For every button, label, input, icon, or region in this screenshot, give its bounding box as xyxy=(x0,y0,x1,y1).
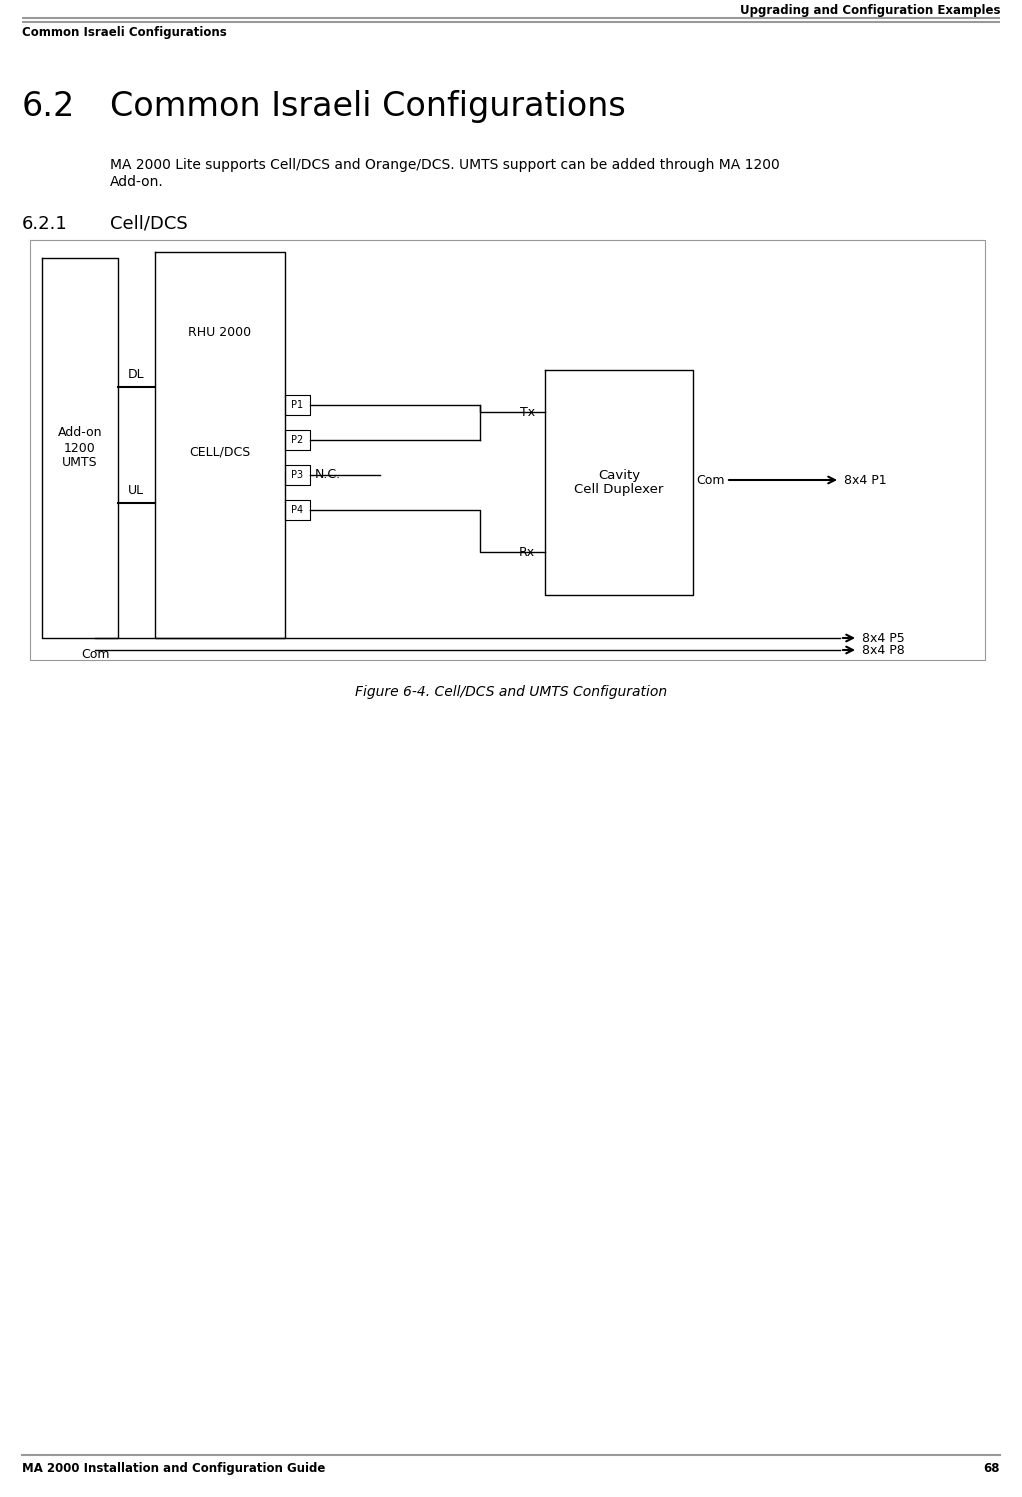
Text: 6.2.1: 6.2.1 xyxy=(22,216,67,234)
Text: CELL/DCS: CELL/DCS xyxy=(189,446,250,458)
Text: P1: P1 xyxy=(291,400,304,410)
Text: 8x4 P5: 8x4 P5 xyxy=(862,632,904,645)
Text: Common Israeli Configurations: Common Israeli Configurations xyxy=(22,25,227,39)
Text: Figure 6-4. Cell/DCS and UMTS Configuration: Figure 6-4. Cell/DCS and UMTS Configurat… xyxy=(355,686,667,699)
Text: P4: P4 xyxy=(291,504,304,515)
Text: Add-on
1200
UMTS: Add-on 1200 UMTS xyxy=(58,427,102,470)
Text: RHU 2000: RHU 2000 xyxy=(188,325,251,338)
Text: P2: P2 xyxy=(291,436,304,445)
Text: Com: Com xyxy=(81,648,109,662)
Text: 8x4 P1: 8x4 P1 xyxy=(844,473,887,487)
Text: UL: UL xyxy=(128,484,144,497)
Text: P3: P3 xyxy=(291,470,304,481)
Text: Add-on.: Add-on. xyxy=(110,175,164,189)
Text: MA 2000 Lite supports Cell/DCS and Orange/DCS. UMTS support can be added through: MA 2000 Lite supports Cell/DCS and Orang… xyxy=(110,159,780,172)
Text: Com: Com xyxy=(696,473,725,487)
Text: 8x4 P8: 8x4 P8 xyxy=(862,644,904,657)
Text: MA 2000 Installation and Configuration Guide: MA 2000 Installation and Configuration G… xyxy=(22,1463,325,1475)
Text: Tx: Tx xyxy=(520,406,535,419)
Text: N.C.: N.C. xyxy=(315,469,341,482)
Text: DL: DL xyxy=(128,368,144,382)
Text: Upgrading and Configuration Examples: Upgrading and Configuration Examples xyxy=(740,4,1000,16)
Text: Cell/DCS: Cell/DCS xyxy=(110,216,188,234)
Text: Cavity
Cell Duplexer: Cavity Cell Duplexer xyxy=(574,469,663,497)
Text: Rx: Rx xyxy=(519,545,535,558)
Text: 68: 68 xyxy=(983,1463,1000,1475)
Text: Common Israeli Configurations: Common Israeli Configurations xyxy=(110,90,625,123)
Text: 6.2: 6.2 xyxy=(22,90,76,123)
